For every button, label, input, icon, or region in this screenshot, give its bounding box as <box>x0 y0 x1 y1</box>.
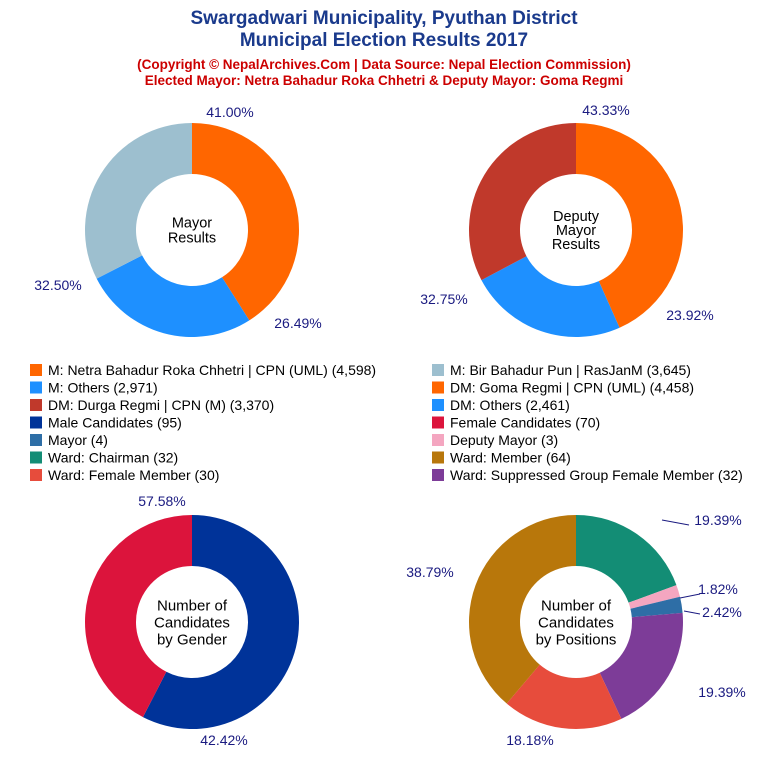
slice-percent-label: 19.39% <box>694 512 741 528</box>
donut-slice <box>96 255 250 337</box>
donut-chart-4: 19.39% 1.82% 2.42% 19.39% 18.18% 38.79% Number… <box>406 512 745 748</box>
legend-label: DM: Goma Regmi | CPN (UML) (4,458) <box>450 380 694 396</box>
legend-label: M: Bir Bahadur Pun | RasJanM (3,645) <box>450 362 691 378</box>
donut-center-label: by Positions <box>536 631 617 648</box>
leader-line <box>683 610 701 615</box>
legend-swatch <box>432 434 444 446</box>
donut-slice <box>85 123 192 279</box>
donut-slice <box>599 612 683 719</box>
donut-center-label: Candidates <box>154 614 230 631</box>
chart-subtitle-line1: (Copyright © NepalArchives.Com | Data So… <box>137 57 631 72</box>
donut-slice <box>576 123 683 328</box>
legend-label: Ward: Suppressed Group Female Member (32… <box>450 467 743 483</box>
donut-slice <box>630 596 683 618</box>
slice-percent-label: 41.00% <box>206 104 253 120</box>
donut-center-label: by Gender <box>157 631 227 648</box>
slice-percent-label: 42.42% <box>200 732 247 748</box>
legend-label: Female Candidates (70) <box>450 415 600 431</box>
chart-subtitle-line2: Elected Mayor: Netra Bahadur Roka Chhetr… <box>144 73 624 88</box>
slice-percent-label: 19.39% <box>698 684 745 700</box>
slice-percent-label: 18.18% <box>506 732 553 748</box>
donut-slice <box>142 515 299 729</box>
legend-swatch <box>30 434 42 446</box>
legend-swatch <box>30 416 42 429</box>
legend-swatch <box>432 399 444 411</box>
slice-percent-label: 38.79% <box>406 564 453 580</box>
slice-percent-label: 2.42% <box>702 604 742 620</box>
legend-swatch <box>30 469 42 481</box>
donut-center-label: Number of <box>541 597 612 614</box>
donut-slice <box>85 515 192 718</box>
donut-center-label: Results <box>168 231 216 247</box>
donut-center-label: Mayor <box>556 223 596 239</box>
legend-swatch <box>30 364 42 376</box>
legend-label: Ward: Female Member (30) <box>48 467 219 483</box>
slice-percent-label: 57.58% <box>138 493 185 509</box>
donut-center-label: Candidates <box>538 614 614 631</box>
slice-percent-label: 26.49% <box>274 315 321 331</box>
donut-slice <box>576 515 677 603</box>
legend-label: Ward: Chairman (32) <box>48 450 178 466</box>
legend-label: M: Others (2,971) <box>48 380 158 396</box>
legend-label: DM: Others (2,461) <box>450 397 570 413</box>
slice-percent-label: 32.50% <box>34 277 81 293</box>
legend-swatch <box>30 451 42 464</box>
legend-label: DM: Durga Regmi | CPN (M) (3,370) <box>48 397 274 413</box>
slice-percent-label: 1.82% <box>698 581 738 597</box>
legend-label: M: Netra Bahadur Roka Chhetri | CPN (UML… <box>48 362 376 378</box>
donut-center-label: Results <box>552 237 600 253</box>
donut-center-label: Deputy <box>553 209 600 225</box>
legend-swatch <box>30 399 42 411</box>
legend-label: Deputy Mayor (3) <box>450 432 558 448</box>
legend-swatch <box>432 381 444 394</box>
donut-slice <box>628 585 680 609</box>
legend-label: Mayor (4) <box>48 432 108 448</box>
donut-center-label: Mayor <box>172 216 212 232</box>
legend-swatch <box>432 416 444 429</box>
donut-center-label: Number of <box>157 597 228 614</box>
legend-swatch <box>30 381 42 394</box>
legend-swatch <box>432 364 444 376</box>
legend: M: Netra Bahadur Roka Chhetri | CPN (UML… <box>30 362 743 483</box>
legend-label: Ward: Member (64) <box>450 450 571 466</box>
leader-line <box>661 519 690 526</box>
legend-swatch <box>432 451 444 464</box>
slice-percent-label: 23.92% <box>666 307 713 323</box>
legend-label: Male Candidates (95) <box>48 415 182 431</box>
donut-slice <box>468 122 576 281</box>
donut-slice <box>506 664 622 730</box>
donut-slice <box>469 515 576 704</box>
donut-slice <box>481 256 620 337</box>
slice-percent-label: 32.75% <box>420 291 467 307</box>
slice-percent-label: 43.33% <box>582 102 629 118</box>
leader-line <box>679 593 701 599</box>
legend-swatch <box>432 469 444 481</box>
chart-title-line1: Swargadwari Municipality, Pyuthan Distri… <box>190 8 578 29</box>
donut-group: 41.00%26.49%32.50%MayorResults43.33%23.9… <box>34 102 745 748</box>
chart-title-line2: Municipal Election Results 2017 <box>239 30 529 51</box>
donut-slice <box>192 123 299 321</box>
